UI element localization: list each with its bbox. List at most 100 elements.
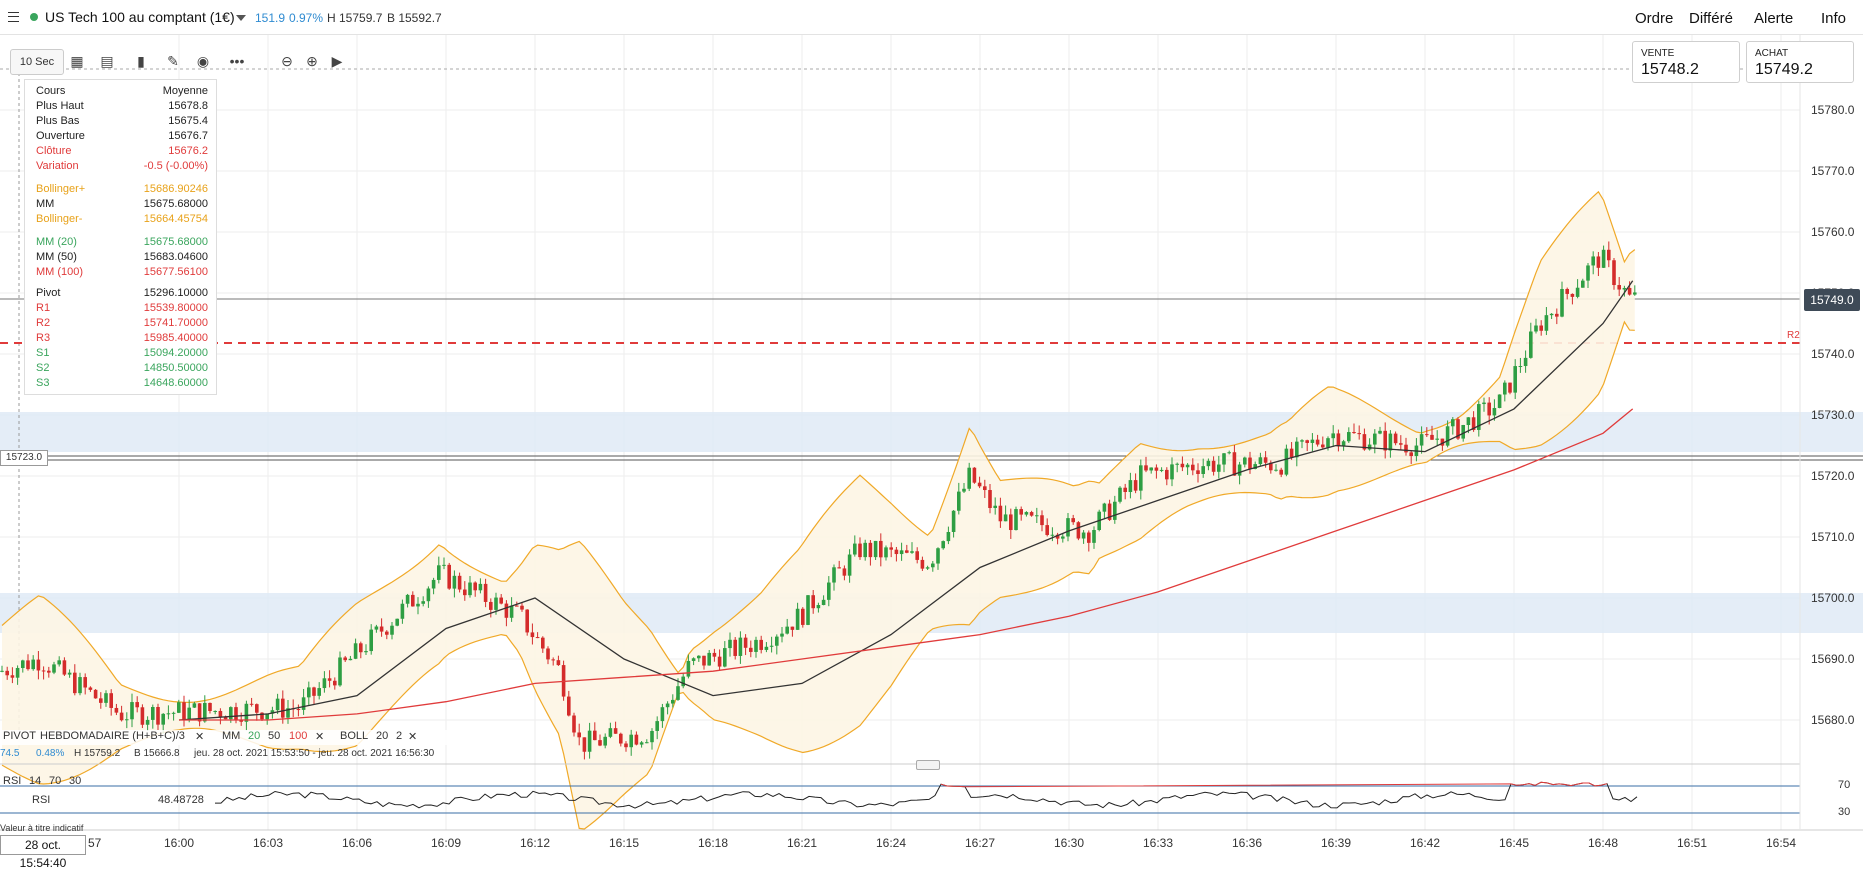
indicators-icon[interactable]: ▮ <box>137 53 145 69</box>
rsi-name[interactable]: RSI <box>3 775 22 787</box>
candle-body <box>998 505 1003 522</box>
candle-body <box>421 601 425 604</box>
rsi-param-70: 70 <box>49 775 62 787</box>
candle-body <box>873 540 878 558</box>
candle-body <box>130 702 134 720</box>
pivot-label[interactable]: PIVOT <box>3 730 37 742</box>
draw-pencil-icon[interactable]: ✎ <box>167 53 179 69</box>
time-tick: 16:00 <box>164 836 195 850</box>
more-icon[interactable]: ••• <box>229 53 245 69</box>
go-to-end-icon[interactable]: ▶ <box>331 53 343 69</box>
candle-body <box>171 712 176 714</box>
candle-body <box>151 706 155 720</box>
stats-change: 74.5 <box>0 748 20 759</box>
candle-body <box>187 707 191 721</box>
candle-body <box>1289 448 1294 458</box>
candle-body <box>749 647 753 652</box>
candle-body <box>1253 464 1257 469</box>
candle-body <box>827 582 831 600</box>
timeframe-button[interactable]: 10 Sec <box>10 49 64 75</box>
candle-body <box>21 660 25 669</box>
candle-body <box>1248 457 1252 469</box>
time-tick: 16:39 <box>1321 836 1352 850</box>
mm-label[interactable]: MM <box>222 730 241 742</box>
menu-deferred[interactable]: Différé <box>1689 10 1733 27</box>
candle-body <box>847 554 852 576</box>
candle-body <box>551 659 555 661</box>
candle-body <box>78 677 82 694</box>
candle-body <box>801 608 805 625</box>
candle-body <box>821 599 826 606</box>
candle-body <box>1508 382 1512 393</box>
candle-body <box>879 540 883 558</box>
candle-body <box>1113 501 1117 520</box>
candle-body <box>1102 503 1107 512</box>
candle-body <box>905 550 909 553</box>
candle-body <box>265 713 269 720</box>
candle-body <box>431 579 436 589</box>
info-row-mm20: MM (20) 15675.68000 <box>36 236 208 248</box>
candle-body <box>1627 287 1632 295</box>
mm-close-icon[interactable]: ✕ <box>315 731 325 743</box>
menu-alert[interactable]: Alerte <box>1754 10 1794 27</box>
sell-box[interactable]: VENTE 15748.2 <box>1632 41 1740 83</box>
chart-type-icon[interactable]: ▦ <box>70 53 84 69</box>
menu-info[interactable]: Info <box>1821 10 1847 27</box>
boll-label[interactable]: BOLL <box>340 730 369 742</box>
candle-body <box>884 547 888 558</box>
candle-body <box>1440 438 1445 446</box>
candle-body <box>1466 417 1471 426</box>
info-row-high: Plus Haut 15678.8 <box>36 100 208 112</box>
candle-body <box>832 567 836 583</box>
candle-body <box>738 637 743 656</box>
candle-body <box>1149 467 1153 471</box>
candle-body <box>1107 503 1112 520</box>
candle-body <box>946 532 951 542</box>
candle-body <box>1305 440 1309 443</box>
boll-close-icon[interactable]: ✕ <box>408 731 418 743</box>
candle-body <box>1191 464 1195 471</box>
candle-body <box>1237 464 1242 476</box>
candle-body <box>759 639 763 650</box>
candle-body <box>119 712 124 721</box>
candle-body <box>145 719 150 725</box>
candle-body <box>1326 438 1330 448</box>
candle-body <box>234 707 238 720</box>
rsi-series-label: RSI <box>32 794 51 806</box>
candle-body <box>1425 434 1429 436</box>
buy-box[interactable]: ACHAT 15749.2 <box>1746 41 1854 83</box>
candle-body <box>203 702 207 722</box>
info-row-close: Clôture 15676.2 <box>36 145 208 157</box>
candle-body <box>348 658 353 661</box>
series-line <box>179 408 1634 721</box>
chevron-down-icon[interactable] <box>236 15 246 21</box>
time-tick: 16:09 <box>431 836 462 850</box>
candle-body <box>369 629 373 652</box>
candle-body <box>463 589 467 596</box>
candle-body <box>1347 432 1351 442</box>
eye-icon[interactable]: ◉ <box>196 53 210 69</box>
menu-order[interactable]: Ordre <box>1635 10 1674 27</box>
candle-body <box>1050 534 1055 536</box>
candle-body <box>951 510 956 533</box>
price-tick: 15690.0 <box>1811 652 1855 666</box>
menu-icon[interactable] <box>8 12 19 22</box>
candle-body <box>1045 525 1049 535</box>
candle-body <box>1445 426 1450 446</box>
pivot-close-icon[interactable]: ✕ <box>195 731 205 743</box>
zoom-out-icon[interactable]: ⊖ <box>281 53 293 69</box>
price-tick: 15720.0 <box>1811 469 1855 483</box>
pane-resize-handle[interactable] <box>916 760 940 770</box>
candle-body <box>1076 522 1081 539</box>
candle-body <box>478 583 483 591</box>
calendar-icon[interactable]: ▤ <box>100 53 114 69</box>
instrument-title[interactable]: US Tech 100 au comptant (1€) <box>45 9 235 25</box>
candle-body <box>229 707 233 720</box>
candle-body <box>1009 514 1013 531</box>
candle-body <box>426 588 431 602</box>
zoom-in-icon[interactable]: ⊕ <box>306 53 318 69</box>
candle-body <box>1201 466 1205 474</box>
candle-body <box>473 582 477 591</box>
time-tick: 16:27 <box>965 836 996 850</box>
